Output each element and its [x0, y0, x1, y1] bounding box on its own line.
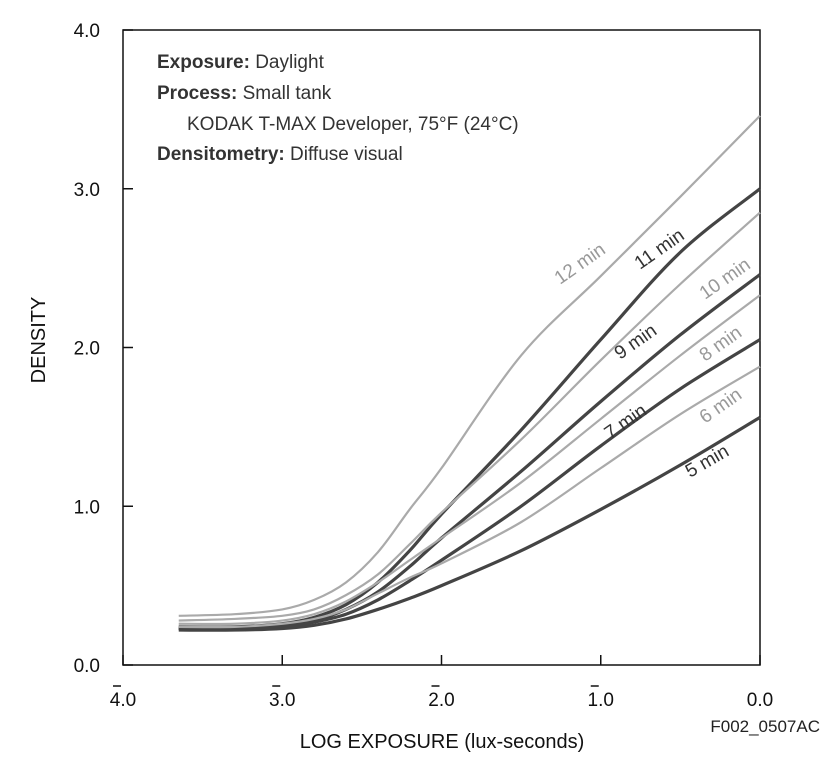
- exposure-line: Exposure: Daylight: [157, 52, 325, 73]
- densitometry-value: Diffuse visual: [290, 144, 403, 165]
- curve-8-min: [178, 294, 761, 626]
- curve-label: 8 min: [696, 322, 746, 366]
- y-axis-title: DENSITY: [28, 297, 50, 384]
- curve-12-min: [178, 114, 761, 617]
- curve-11-min: [178, 187, 761, 629]
- curve-label: 12 min: [551, 239, 610, 289]
- x-tick-label: 4.0: [110, 690, 136, 711]
- info-block: Exposure: Daylight Process: Small tank K…: [157, 52, 519, 165]
- process-label: Process:: [157, 83, 237, 104]
- curve-10-min: [178, 211, 761, 622]
- y-tick-label: 1.0: [74, 497, 100, 518]
- x-tick-label: 0.0: [747, 690, 773, 711]
- y-tick-label: 3.0: [74, 180, 100, 201]
- exposure-label: Exposure:: [157, 52, 250, 73]
- exposure-value: Daylight: [255, 52, 324, 73]
- y-tick-label: 4.0: [74, 21, 100, 42]
- curve-6-min: [178, 365, 761, 629]
- x-tick-label: 2.0: [428, 690, 454, 711]
- x-axis-title: LOG EXPOSURE (lux-seconds): [300, 731, 585, 753]
- curve-label: 11 min: [631, 225, 689, 274]
- curve-5-min: [178, 415, 761, 632]
- densitometry-line: Densitometry: Diffuse visual: [157, 144, 403, 165]
- curve-label: 5 min: [682, 441, 733, 482]
- curve-9-min: [178, 273, 761, 631]
- x-tick-label: 3.0: [269, 690, 295, 711]
- developer-line: KODAK T-MAX Developer, 75°F (24°C): [187, 114, 519, 135]
- figure-id: F002_0507AC: [710, 717, 820, 736]
- process-value: Small tank: [243, 83, 332, 104]
- densitometry-label: Densitometry:: [157, 144, 285, 165]
- x-tick-label: 1.0: [588, 690, 614, 711]
- axis-ticks: 4.0 3.0 2.0 1.0 0.0 0.0 1.0 2.0 3.0 4.0: [74, 21, 774, 711]
- process-line: Process: Small tank: [157, 83, 332, 104]
- y-tick-label: 2.0: [74, 339, 100, 360]
- y-tick-label: 0.0: [74, 656, 100, 677]
